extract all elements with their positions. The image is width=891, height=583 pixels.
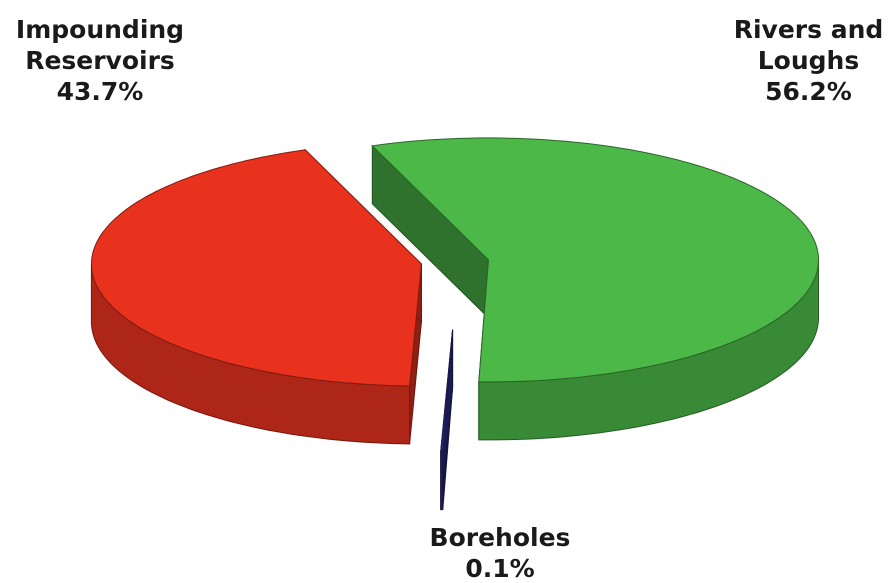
slice-outer-wall [440, 451, 444, 511]
slice-label: Impounding Reservoirs 43.7% [0, 14, 200, 107]
slice-label: Boreholes 0.1% [380, 522, 620, 583]
value-label: 43.7% [56, 77, 144, 106]
pie-slice [440, 329, 454, 453]
value-label: 0.1% [465, 554, 535, 583]
category-label: Rivers and Loughs [733, 15, 884, 75]
category-label: Impounding Reservoirs [15, 15, 185, 75]
pie-slice [371, 137, 819, 383]
value-label: 56.2% [765, 77, 852, 106]
category-label: Boreholes [429, 523, 571, 552]
slice-label: Rivers and Loughs 56.2% [726, 14, 891, 107]
pie-slice [91, 149, 422, 387]
